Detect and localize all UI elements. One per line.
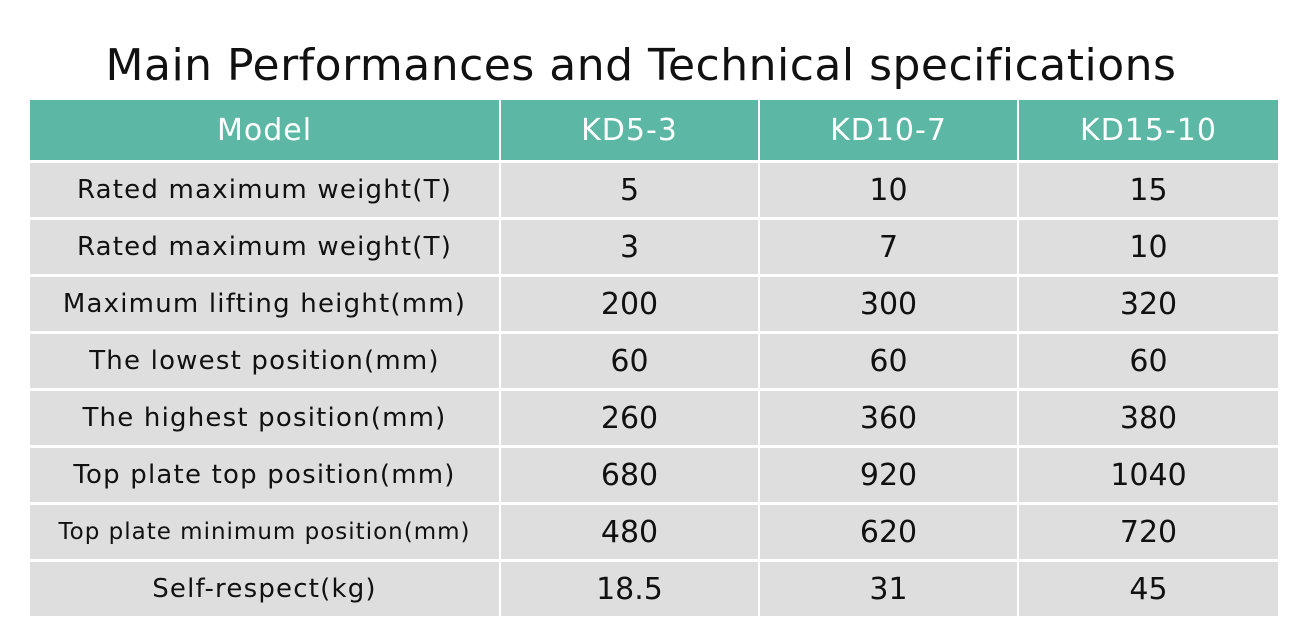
header-model-label: Model [30, 100, 501, 163]
cell-value: 380 [1018, 389, 1278, 448]
table-row: The lowest position(mm) 60 60 60 [30, 332, 1278, 391]
row-label: Top plate minimum position(mm) [30, 503, 501, 562]
cell-value: 480 [500, 503, 760, 562]
cell-value: 200 [500, 275, 760, 334]
table-row: Maximum lifting height(mm) 200 300 320 [30, 275, 1278, 334]
cell-value: 10 [1018, 218, 1278, 277]
row-label: Rated maximum weight(T) [30, 218, 501, 277]
table-row: Top plate minimum position(mm) 480 620 7… [30, 503, 1278, 562]
page-title: Main Performances and Technical specific… [105, 40, 1177, 91]
table-row: Top plate top position(mm) 680 920 1040 [30, 446, 1278, 505]
table-row: The highest position(mm) 260 360 380 [30, 389, 1278, 448]
table-row: Self-respect(kg) 18.5 31 45 [30, 560, 1278, 616]
cell-value: 45 [1018, 560, 1278, 616]
cell-value: 60 [759, 332, 1019, 391]
cell-value: 320 [1018, 275, 1278, 334]
cell-value: 60 [500, 332, 760, 391]
cell-value: 360 [759, 389, 1019, 448]
cell-value: 31 [759, 560, 1019, 616]
row-label: The lowest position(mm) [30, 332, 501, 391]
table-header-row: Model KD5-3 KD10-7 KD15-10 [30, 100, 1278, 163]
spec-table: Model KD5-3 KD10-7 KD15-10 Rated maximum… [30, 100, 1278, 616]
row-label: Top plate top position(mm) [30, 446, 501, 505]
header-model-kd10-7: KD10-7 [759, 100, 1019, 163]
cell-value: 15 [1018, 161, 1278, 220]
cell-value: 5 [500, 161, 760, 220]
cell-value: 680 [500, 446, 760, 505]
cell-value: 7 [759, 218, 1019, 277]
cell-value: 3 [500, 218, 760, 277]
row-label: Maximum lifting height(mm) [30, 275, 501, 334]
cell-value: 720 [1018, 503, 1278, 562]
cell-value: 1040 [1018, 446, 1278, 505]
row-label: The highest position(mm) [30, 389, 501, 448]
cell-value: 18.5 [500, 560, 760, 616]
cell-value: 260 [500, 389, 760, 448]
cell-value: 300 [759, 275, 1019, 334]
cell-value: 920 [759, 446, 1019, 505]
cell-value: 620 [759, 503, 1019, 562]
cell-value: 60 [1018, 332, 1278, 391]
row-label: Rated maximum weight(T) [30, 161, 501, 220]
row-label: Self-respect(kg) [30, 560, 501, 616]
table-row: Rated maximum weight(T) 3 7 10 [30, 218, 1278, 277]
cell-value: 10 [759, 161, 1019, 220]
header-model-kd15-10: KD15-10 [1018, 100, 1278, 163]
header-model-kd5-3: KD5-3 [500, 100, 760, 163]
table-row: Rated maximum weight(T) 5 10 15 [30, 161, 1278, 220]
